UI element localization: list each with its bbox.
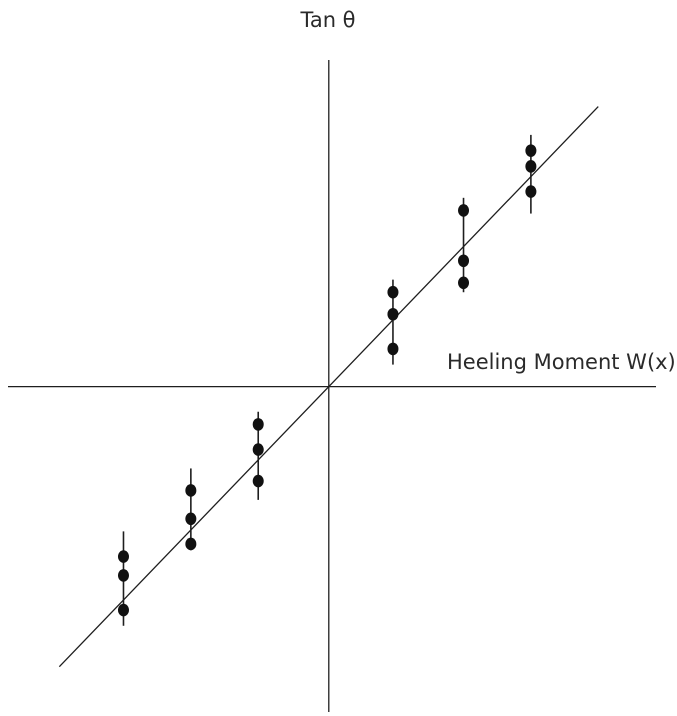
data-point-6-3: [525, 185, 537, 198]
data-point-6-1: [525, 144, 537, 157]
data-point-2-3: [185, 537, 197, 551]
data-point-3-3: [252, 474, 264, 488]
data-point-5-3: [458, 276, 470, 290]
data-point-5-2: [458, 254, 470, 268]
data-point-4-2: [387, 307, 399, 321]
x-axis-label: Heeling Moment W(x): [447, 350, 676, 374]
data-point-1-1: [117, 550, 129, 563]
data-point-2-2: [185, 512, 197, 526]
data-point-4-1: [387, 285, 399, 299]
y-axis-label: Tan θ: [299, 8, 355, 32]
data-points: [117, 134, 537, 626]
data-point-5-1: [458, 204, 470, 217]
fit-line: [58, 106, 599, 668]
data-point-1-3: [117, 603, 129, 617]
data-point-4-3: [387, 342, 399, 356]
data-point-1-2: [117, 569, 129, 582]
data-point-3-2: [252, 443, 264, 456]
data-point-6-2: [525, 160, 537, 173]
data-point-3-1: [252, 418, 264, 431]
data-point-2-1: [185, 484, 197, 497]
